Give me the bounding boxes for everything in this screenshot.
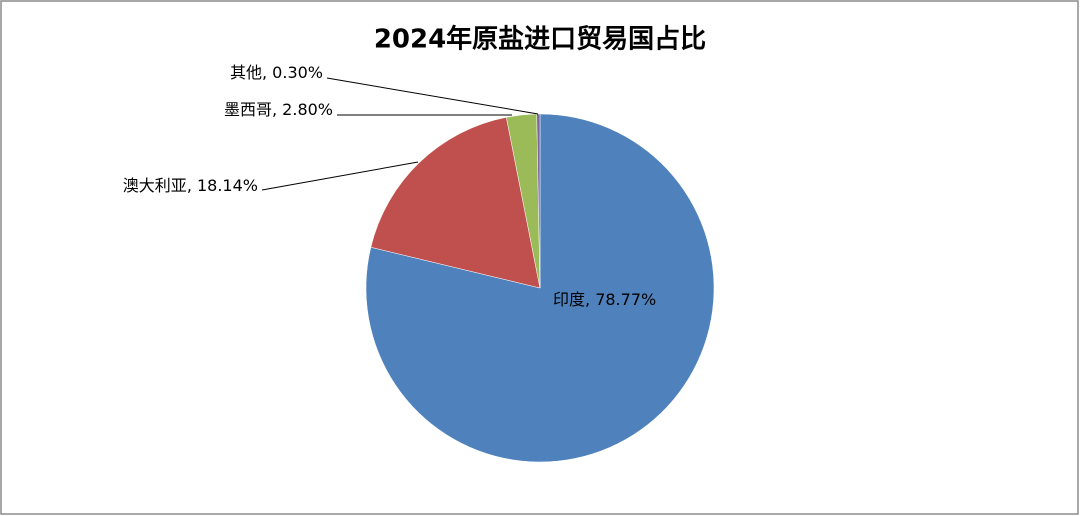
data-label: 印度, 78.77% bbox=[553, 290, 656, 309]
label-value: 78.77% bbox=[595, 290, 656, 309]
data-label: 墨西哥, 2.80% bbox=[224, 100, 333, 119]
label-separator: , bbox=[187, 176, 197, 195]
label-category: 墨西哥 bbox=[224, 100, 272, 119]
label-separator: , bbox=[272, 100, 282, 119]
label-category: 印度 bbox=[553, 290, 585, 309]
pie-slice bbox=[370, 116, 541, 289]
label-separator: , bbox=[262, 63, 272, 82]
label-category: 其他 bbox=[230, 63, 262, 82]
label-separator: , bbox=[585, 290, 595, 309]
label-value: 18.14% bbox=[197, 176, 258, 195]
label-category: 澳大利亚 bbox=[123, 176, 187, 195]
label-value: 0.30% bbox=[272, 63, 323, 82]
data-label: 其他, 0.30% bbox=[230, 63, 323, 82]
leader-line bbox=[326, 77, 539, 115]
label-value: 2.80% bbox=[282, 100, 333, 119]
data-label: 澳大利亚, 18.14% bbox=[123, 176, 258, 195]
chart-title: 2024年原盐进口贸易国占比 bbox=[374, 24, 706, 55]
leader-line bbox=[261, 161, 419, 191]
